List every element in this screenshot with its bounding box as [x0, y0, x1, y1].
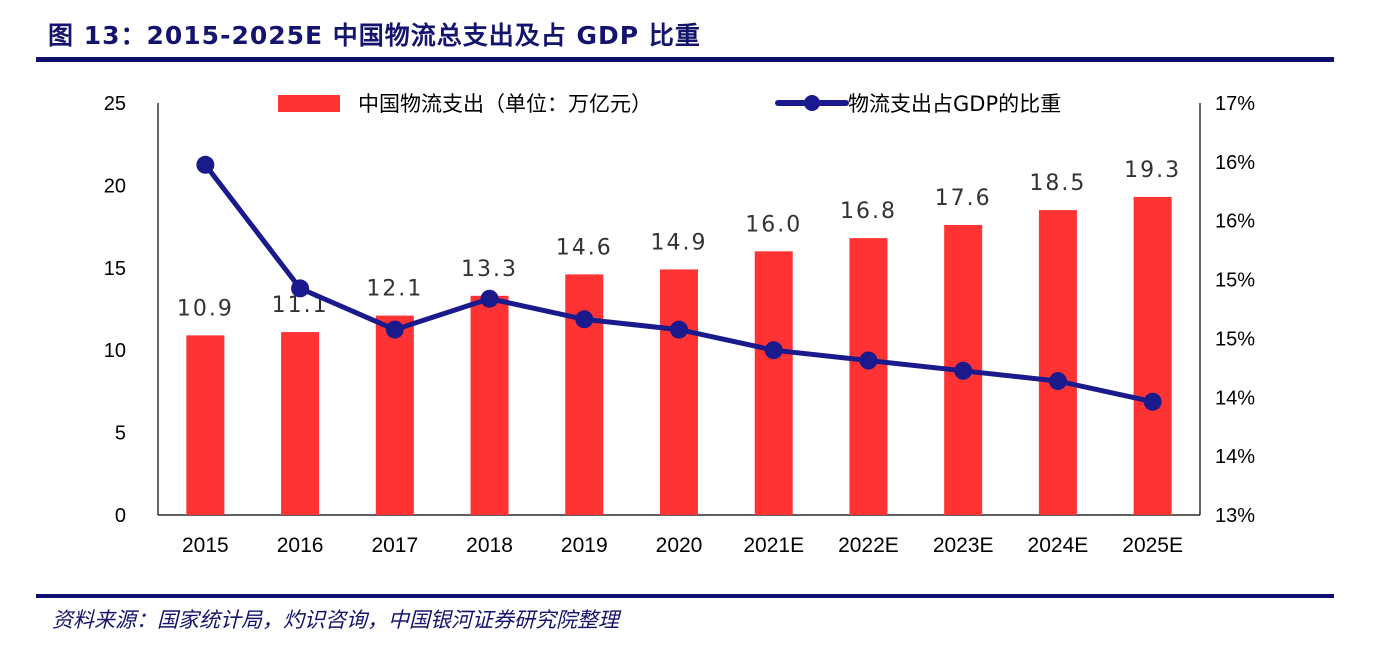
x-tick-label: 2021E: [743, 534, 804, 557]
line-point: [291, 279, 310, 298]
legend-label-bar: 中国物流支出（单位：万亿元）: [358, 92, 652, 116]
legend-label-line: 物流支出占GDP的比重: [848, 92, 1061, 116]
legend-swatch-marker: [804, 95, 820, 111]
bar-data-label: 16.0: [745, 212, 802, 237]
title-rule: [36, 57, 1334, 62]
x-tick-label: 2017: [371, 534, 418, 557]
bar-data-label: 19.3: [1124, 158, 1181, 183]
bar-data-label: 12.1: [366, 277, 423, 302]
line-point: [480, 289, 499, 308]
right-tick-label: 13%: [1215, 505, 1255, 527]
x-tick-label: 2016: [277, 534, 324, 557]
x-tick-label: 2018: [466, 534, 513, 557]
line-point: [575, 310, 594, 329]
bar: [754, 251, 793, 515]
line-point: [196, 155, 215, 174]
x-tick-label: 2023E: [933, 534, 994, 557]
left-tick-label: 25: [104, 93, 126, 115]
legend-swatch-bar: [278, 95, 340, 112]
bar: [1133, 196, 1172, 515]
bar: [281, 332, 320, 515]
line-point: [670, 320, 688, 339]
bar: [375, 315, 414, 515]
bar-data-label: 16.8: [840, 199, 897, 224]
left-tick-label: 15: [104, 258, 126, 280]
bar: [470, 295, 509, 515]
source-rule: [36, 594, 1334, 598]
line-point: [764, 341, 783, 360]
bar-data-label: 14.9: [651, 230, 708, 255]
line-point: [954, 361, 973, 380]
bar: [1038, 210, 1077, 515]
bar-data-label: 14.6: [556, 235, 613, 260]
right-tick-label: 14%: [1215, 387, 1255, 409]
x-tick-label: 2024E: [1028, 534, 1089, 557]
source-note: 资料来源：国家统计局，灼识咨询，中国银河证券研究院整理: [52, 608, 619, 632]
figure-title: 图 13：2015-2025E 中国物流总支出及占 GDP 比重: [48, 21, 701, 50]
right-tick-label: 16%: [1215, 211, 1255, 233]
left-tick-label: 0: [115, 505, 126, 527]
right-tick-label: 17%: [1215, 93, 1255, 115]
bar-data-label: 13.3: [461, 257, 518, 282]
x-tick-label: 2025E: [1122, 534, 1183, 557]
right-tick-label: 15%: [1215, 328, 1255, 350]
left-tick-label: 5: [115, 423, 126, 445]
left-tick-label: 20: [104, 175, 126, 197]
line-point: [859, 351, 878, 370]
x-tick-label: 2015: [182, 534, 229, 557]
bar: [660, 269, 698, 515]
right-tick-label: 14%: [1215, 446, 1255, 468]
line-point: [1143, 392, 1162, 411]
bar-data-label: 10.9: [177, 296, 234, 321]
x-tick-label: 2020: [656, 534, 703, 557]
right-tick-label: 15%: [1215, 270, 1255, 292]
x-tick-label: 2022E: [838, 534, 899, 557]
bar: [186, 335, 225, 515]
right-tick-label: 16%: [1215, 152, 1255, 174]
line-point: [1048, 372, 1067, 391]
line-point: [385, 320, 404, 339]
bar-data-label: 18.5: [1029, 171, 1086, 196]
bar-data-label: 17.6: [935, 186, 992, 211]
left-tick-label: 10: [104, 340, 126, 362]
bar: [849, 238, 888, 516]
x-tick-label: 2019: [561, 534, 608, 557]
